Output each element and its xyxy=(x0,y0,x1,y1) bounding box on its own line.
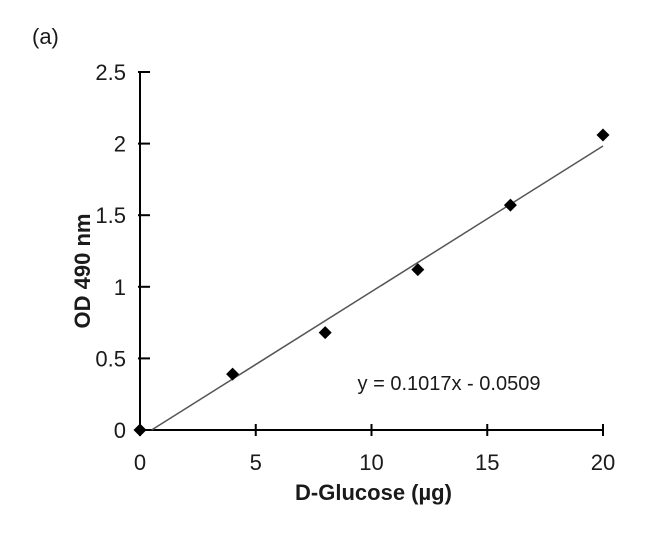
trendline xyxy=(151,145,604,431)
data-point xyxy=(318,326,332,340)
data-point xyxy=(596,128,610,142)
data-point xyxy=(411,263,425,277)
data-point xyxy=(133,423,147,437)
y-tick-label: 2 xyxy=(114,132,126,157)
x-tick-label: 20 xyxy=(591,450,615,475)
panel-label: (a) xyxy=(32,24,59,49)
x-tick-label: 10 xyxy=(359,450,383,475)
y-tick-label: 2.5 xyxy=(95,60,126,85)
y-tick-label: 1 xyxy=(114,275,126,300)
data-point xyxy=(226,367,240,381)
y-tick-label: 0 xyxy=(114,418,126,443)
x-tick-label: 5 xyxy=(250,450,262,475)
y-tick-label: 0.5 xyxy=(95,346,126,371)
x-tick-label: 15 xyxy=(475,450,499,475)
x-axis-title: D-Glucose (µg) xyxy=(295,480,452,505)
y-tick-label: 1.5 xyxy=(95,203,126,228)
data-point xyxy=(503,198,517,212)
x-tick-label: 0 xyxy=(134,450,146,475)
trendline-equation: y = 0.1017x - 0.0509 xyxy=(358,373,541,395)
y-axis-title: OD 490 nm xyxy=(70,214,95,329)
